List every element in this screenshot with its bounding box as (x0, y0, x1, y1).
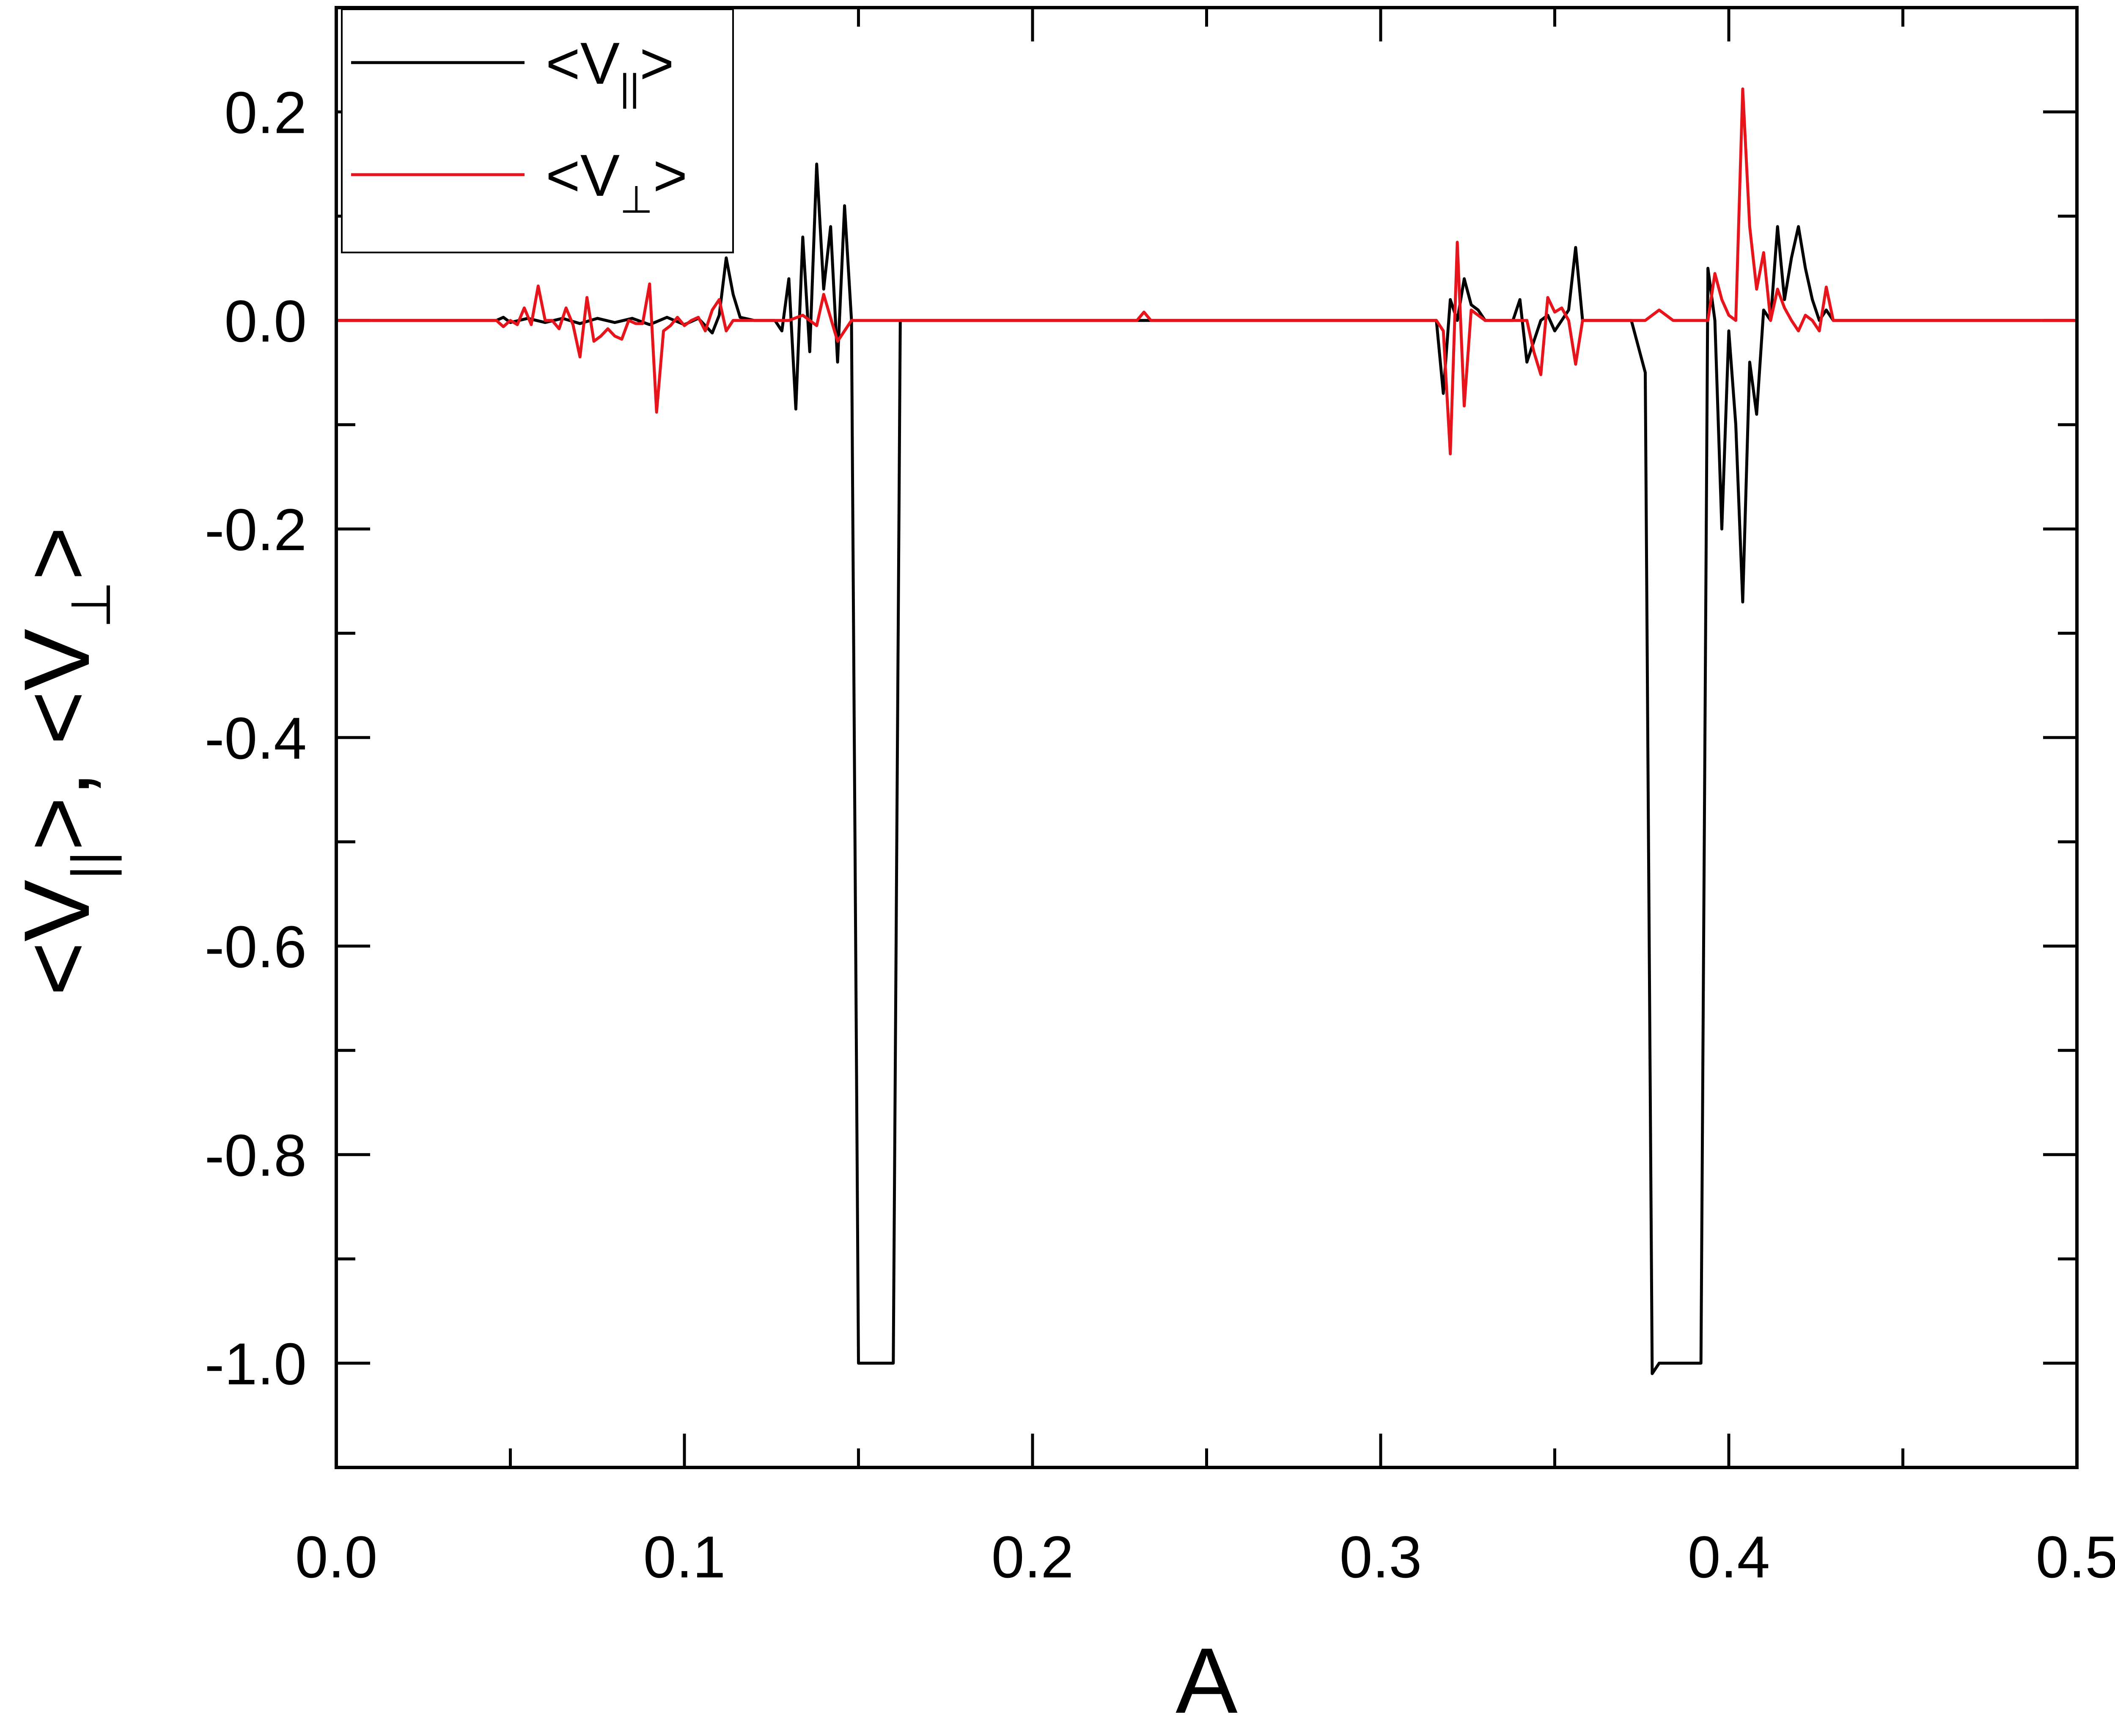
y-axis-title: <V||>, <V⊥> (5, 527, 122, 996)
y-tick-label: -0.2 (205, 496, 307, 563)
y-tick-label: -0.6 (205, 913, 307, 980)
x-tick-labels: 0.0 0.1 0.2 0.3 0.4 0.5 (295, 1524, 2115, 1590)
x-tick-label: 0.2 (992, 1524, 1074, 1590)
y-tick-label: -0.4 (205, 705, 307, 771)
x-tick-label: 0.0 (295, 1524, 378, 1590)
y-tick-label: 0.2 (224, 80, 307, 146)
x-tick-label: 0.4 (1688, 1524, 1770, 1590)
plot-frame (335, 6, 2079, 1469)
series-line-parallel (336, 162, 2077, 1375)
y-tick-labels: 0.2 0.0 -0.2 -0.4 -0.6 -0.8 -1.0 (205, 80, 307, 1397)
x-tick-label: 0.3 (1340, 1524, 1422, 1590)
y-tick-label: 0.0 (224, 288, 307, 354)
y-tick-label: -0.8 (205, 1122, 307, 1188)
legend: <V||> <V⊥> (341, 8, 734, 253)
x-tick-label: 0.5 (2036, 1524, 2115, 1590)
x-axis-title: A (1176, 1629, 1238, 1733)
legend-box (341, 8, 734, 253)
series-layer (336, 87, 2077, 1375)
legend-label-perp: <V⊥> (546, 142, 687, 221)
x-tick-label: 0.1 (643, 1524, 726, 1590)
series-line-perp (336, 87, 2077, 455)
y-tick-label: -1.0 (205, 1330, 307, 1397)
legend-label-parallel: <V||> (546, 30, 674, 109)
